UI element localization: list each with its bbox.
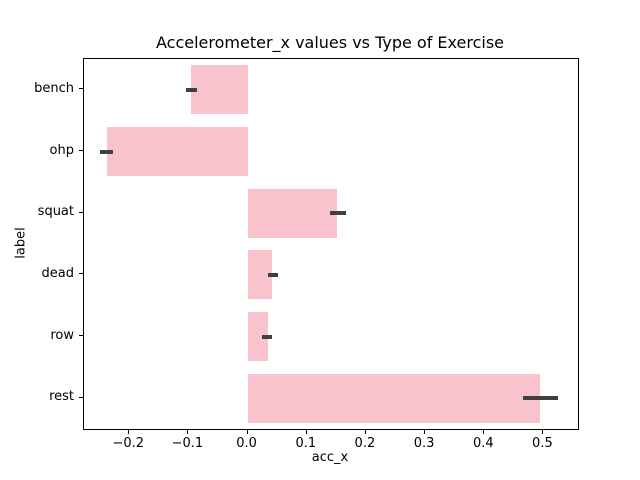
y-tick-label-ohp: ohp <box>49 142 74 158</box>
x-tick-mark-−0.2 <box>128 430 130 434</box>
x-tick-label-0.4: 0.4 <box>472 436 494 451</box>
error-bar-squat <box>330 211 346 216</box>
x-tick-mark-0.2 <box>364 430 366 434</box>
x-tick-label-0.0: 0.0 <box>236 436 257 451</box>
bar-squat <box>247 188 337 238</box>
error-bar-dead <box>268 272 279 277</box>
error-bar-row <box>262 334 272 339</box>
x-tick-label-−0.1: −0.1 <box>171 436 204 451</box>
x-tick-label-0.2: 0.2 <box>354 436 376 451</box>
error-bar-rest <box>522 396 559 401</box>
x-tick-label-0.1: 0.1 <box>295 436 317 451</box>
y-tick-label-bench: bench <box>34 80 74 96</box>
x-tick-mark-0.1 <box>305 430 307 434</box>
x-axis-label: acc_x <box>311 450 349 465</box>
x-tick-label-0.3: 0.3 <box>413 436 435 451</box>
y-tick-mark-rest <box>79 396 83 398</box>
chart-title: Accelerometer_x values vs Type of Exerci… <box>155 33 505 52</box>
x-tick-mark-0.5 <box>542 430 544 434</box>
error-bar-ohp <box>100 149 113 154</box>
y-tick-label-row: row <box>50 327 74 343</box>
y-tick-mark-bench <box>79 88 83 90</box>
y-tick-label-rest: rest <box>49 389 74 405</box>
x-tick-mark-−0.1 <box>187 430 189 434</box>
y-tick-mark-dead <box>79 273 83 275</box>
y-tick-mark-ohp <box>79 150 83 151</box>
x-tick-mark-0.4 <box>483 430 485 434</box>
bar-row <box>247 311 268 362</box>
plot-area <box>83 58 579 430</box>
y-axis-label: label <box>13 227 29 259</box>
bar-rest <box>247 373 541 423</box>
error-bar-bench <box>186 87 197 92</box>
x-tick-mark-0.0 <box>246 430 248 434</box>
x-tick-label-−0.2: −0.2 <box>112 436 145 451</box>
y-tick-label-dead: dead <box>41 265 74 281</box>
bar-ohp <box>106 126 248 177</box>
y-tick-mark-squat <box>79 211 83 213</box>
x-tick-label-0.5: 0.5 <box>532 436 553 451</box>
bar-bench <box>191 65 248 115</box>
x-tick-mark-0.3 <box>424 430 426 434</box>
y-tick-mark-row <box>79 335 83 336</box>
y-tick-label-squat: squat <box>37 204 74 220</box>
